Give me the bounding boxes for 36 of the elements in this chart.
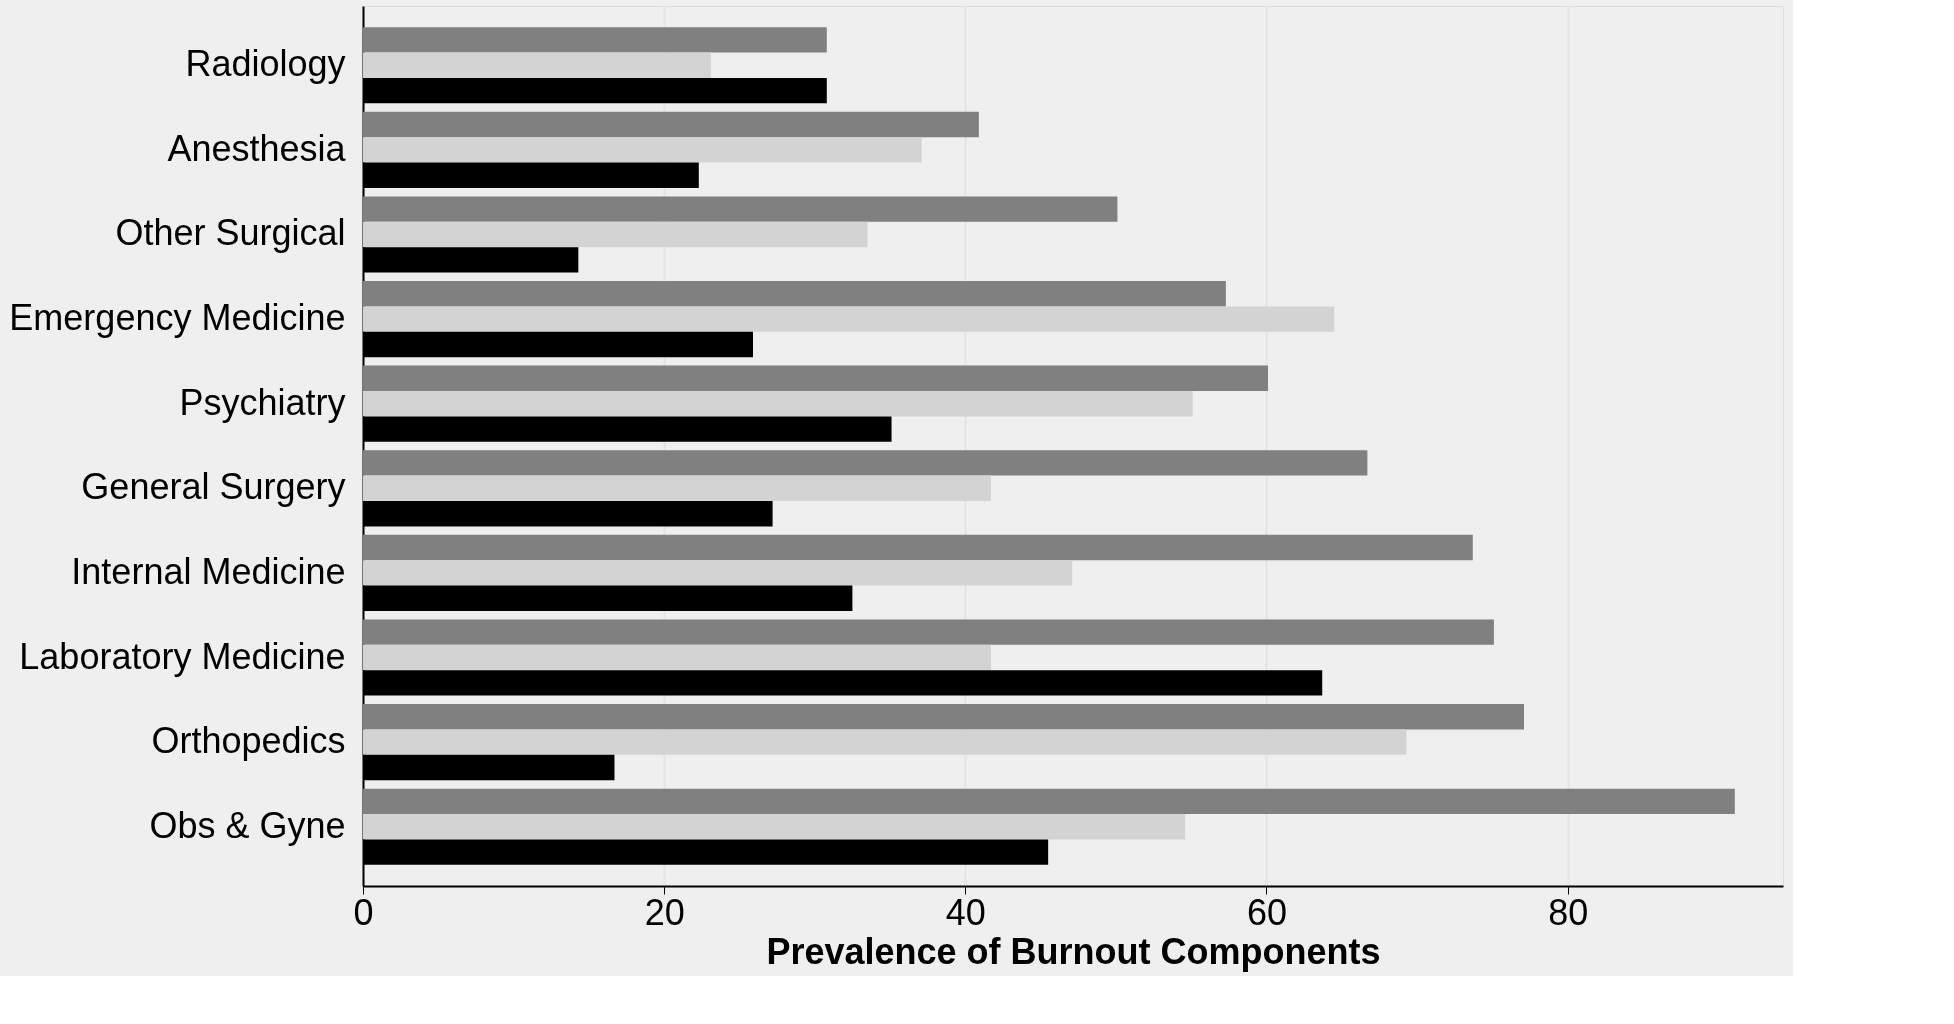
bar (363, 534, 1473, 561)
bar (363, 27, 827, 53)
x-axis-title: Prevalence of Burnout Components (766, 930, 1381, 972)
bar (363, 196, 1118, 222)
bar (363, 391, 1193, 417)
bar (363, 281, 1226, 307)
y-tick-label: Orthopedics (151, 720, 346, 762)
x-tick-label: 60 (1246, 891, 1288, 933)
bar (363, 560, 1073, 586)
y-tick-label: Obs & Gyne (149, 804, 346, 846)
x-tick-label: 80 (1548, 891, 1589, 933)
x-tick-label: 0 (353, 891, 374, 933)
bar (363, 52, 711, 78)
bar (363, 729, 1407, 755)
y-tick-label: Radiology (185, 43, 346, 85)
x-tick-label: 20 (644, 891, 685, 933)
y-tick-label: Anesthesia (167, 127, 347, 169)
bar (363, 221, 868, 248)
bar (363, 644, 991, 671)
bar (363, 137, 922, 163)
bar (363, 111, 979, 138)
bar (363, 450, 1368, 476)
y-tick-label: General Surgery (81, 466, 346, 508)
y-tick-label: Other Surgical (115, 212, 346, 254)
bar (363, 306, 1335, 332)
bar (363, 814, 1186, 840)
bar (363, 365, 1269, 391)
bar (363, 788, 1735, 815)
y-tick-label: Psychiatry (179, 381, 346, 423)
bar (363, 619, 1494, 645)
bar (363, 475, 991, 501)
y-tick-label: Laboratory Medicine (19, 635, 346, 677)
x-tick-label: 40 (945, 891, 986, 933)
bar (363, 704, 1524, 730)
y-tick-label: Emergency Medicine (9, 297, 346, 339)
y-tick-label: Internal Medicine (71, 550, 346, 592)
